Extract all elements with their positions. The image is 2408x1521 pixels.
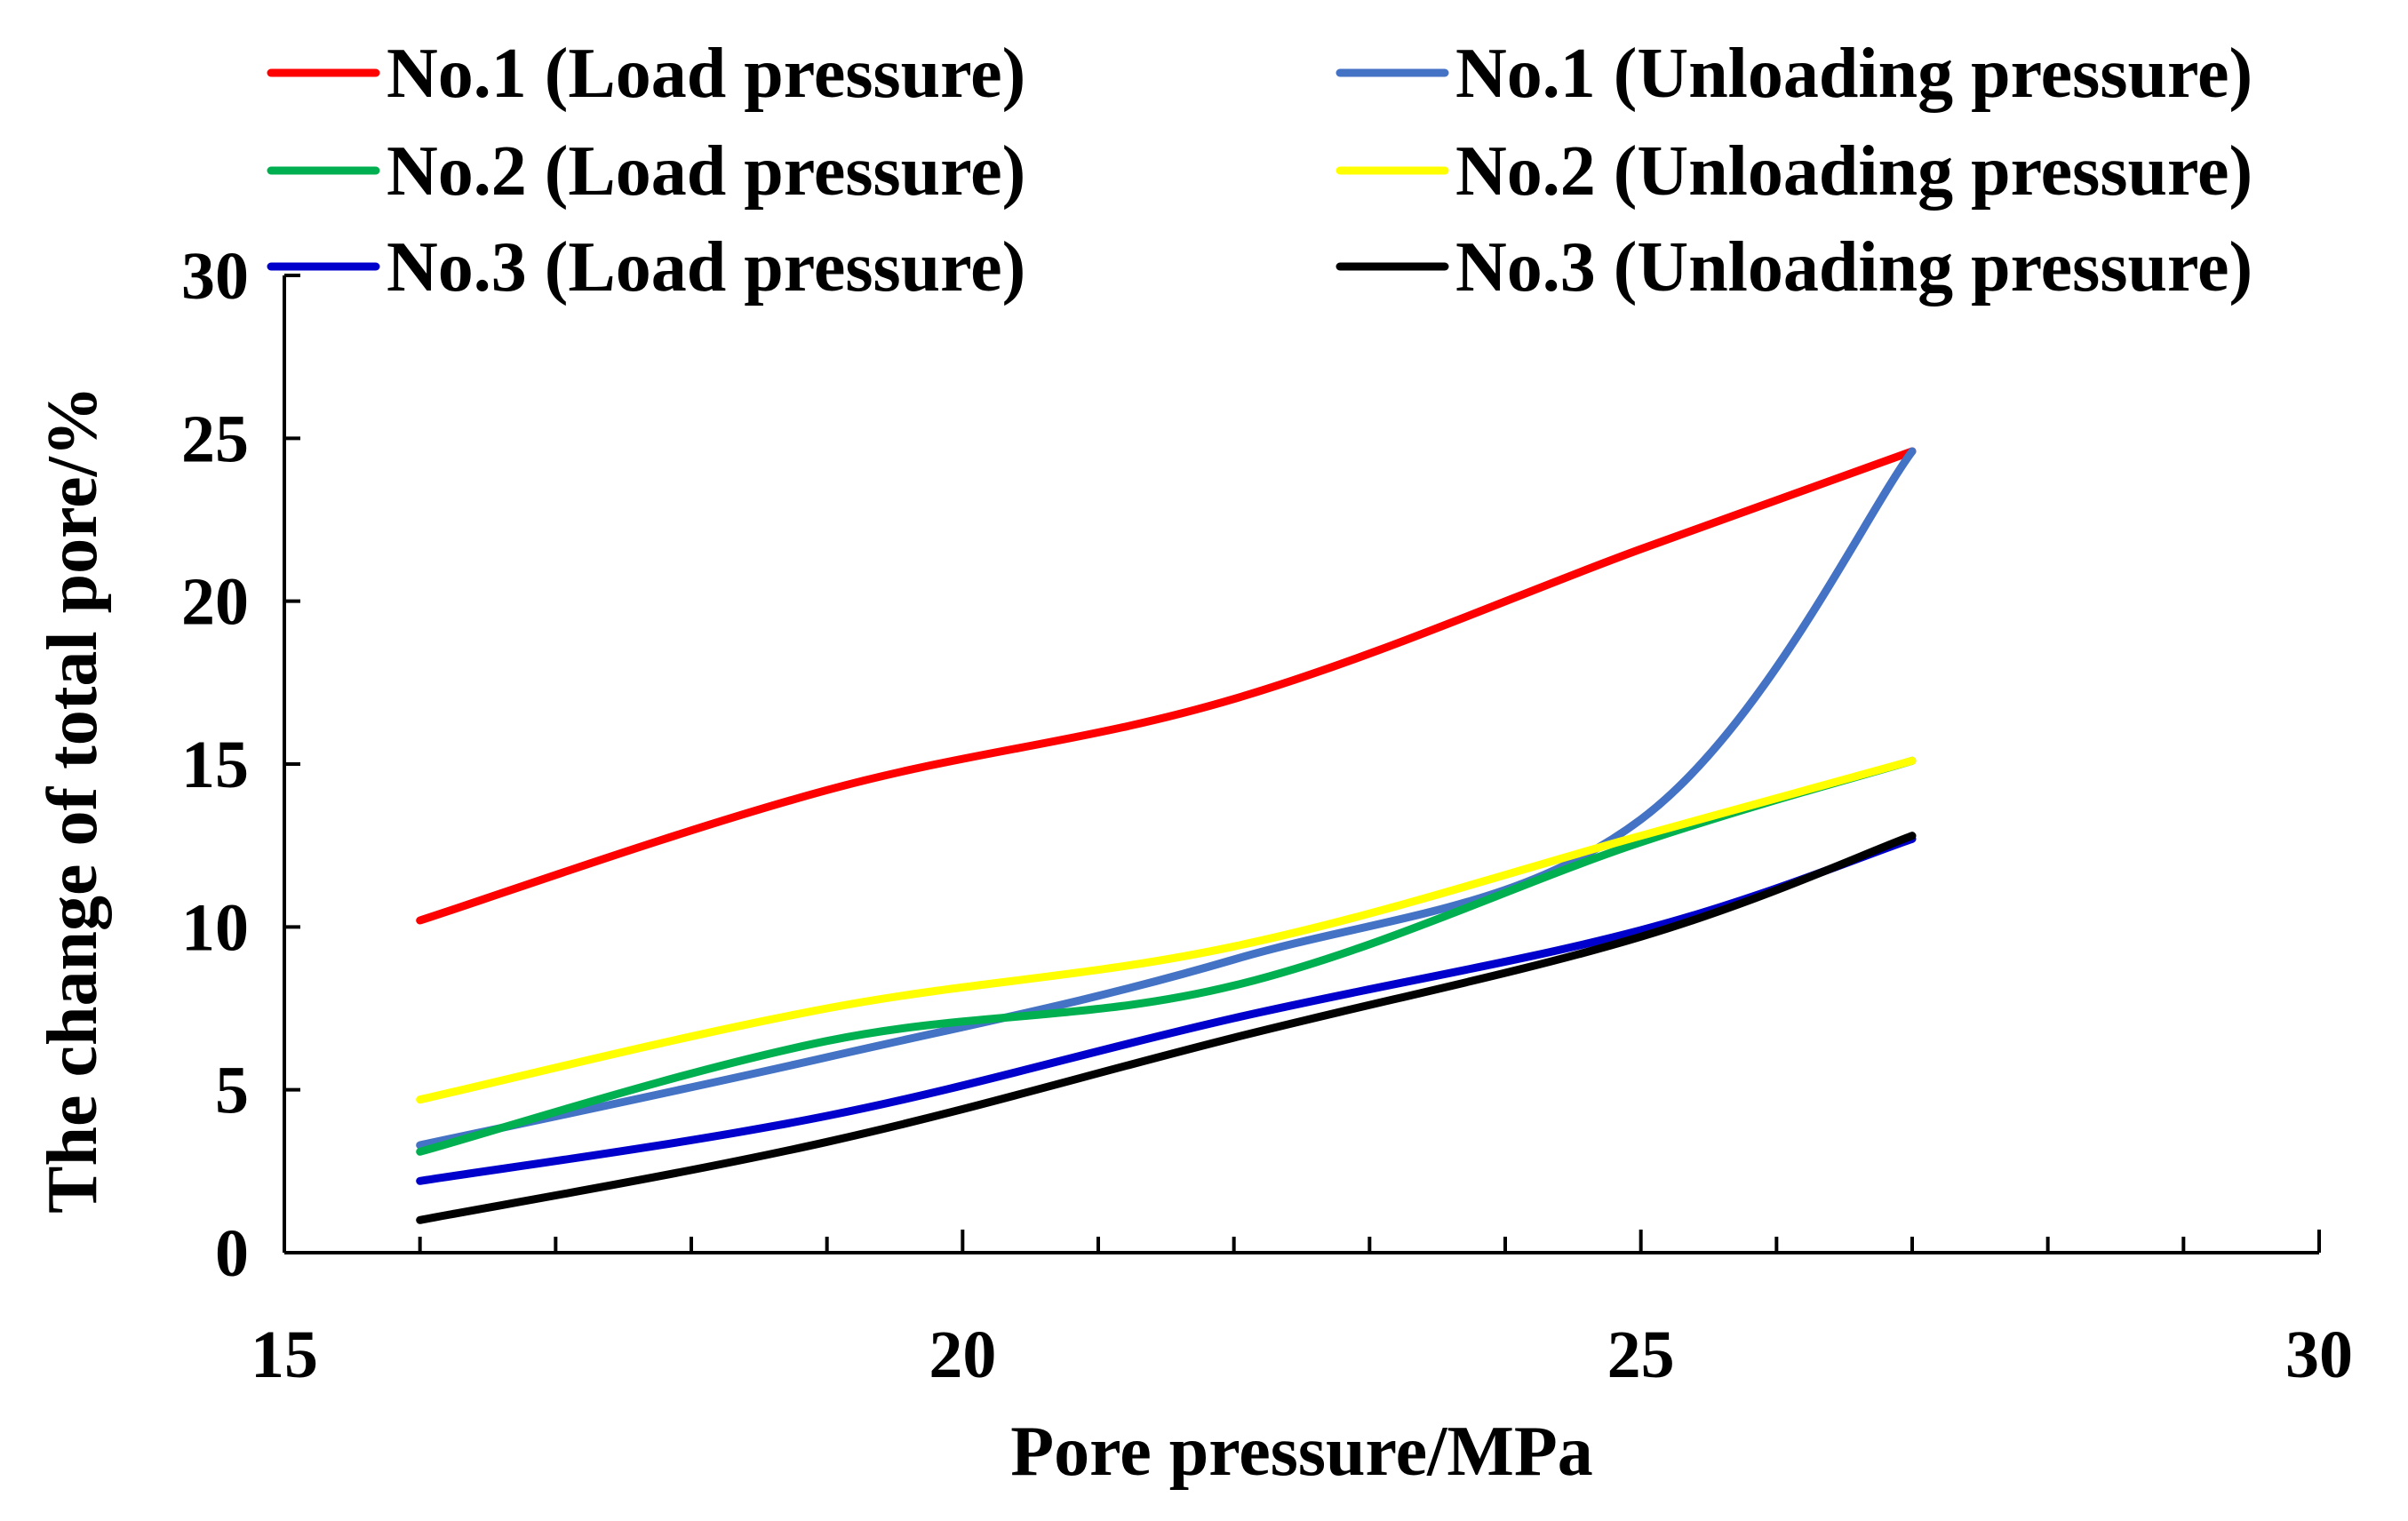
y-tick-label: 15: [181, 728, 249, 802]
legend: No.1 (Load pressure) No.1 (Unloading pres…: [267, 35, 2253, 307]
legend-label: No.3 (Load pressure): [387, 228, 1025, 307]
x-tick-label: 30: [2285, 1318, 2353, 1392]
legend-label: No.3 (Unloading pressure): [1455, 228, 2253, 307]
legend-item: No.2 (Unloading pressure): [1336, 132, 2253, 211]
x-tick-label: 25: [1607, 1318, 1675, 1392]
series-lines: [416, 447, 1917, 1224]
legend-label: No.2 (Unloading pressure): [1455, 132, 2253, 211]
legend-label: No.1 (Load pressure): [387, 35, 1025, 113]
y-tick-label: 10: [181, 890, 249, 965]
legend-item: No.3 (Load pressure): [267, 228, 1025, 307]
tick-marks: [283, 274, 2321, 1254]
series-line-4: [416, 756, 1917, 1104]
legend-item: No.1 (Unloading pressure): [1336, 35, 2253, 113]
series-line-2: [416, 447, 1917, 1150]
legend-item: No.1 (Load pressure): [267, 35, 1025, 113]
y-axis-title: The change of total pore/%: [34, 386, 112, 1214]
x-tick-label: 15: [251, 1318, 318, 1392]
legend-item: No.2 (Load pressure): [267, 132, 1025, 211]
x-tick-label: 20: [929, 1318, 996, 1392]
series-line-1: [416, 447, 1917, 925]
legend-label: No.2 (Load pressure): [387, 132, 1025, 211]
legend-item: No.3 (Unloading pressure): [1336, 228, 2253, 307]
legend-label: No.1 (Unloading pressure): [1455, 35, 2253, 113]
y-tick-label: 25: [181, 402, 249, 476]
tick-labels: 0 5 10 15 20 25 30 15 20 25 30: [181, 239, 2353, 1392]
y-tick-label: 30: [181, 239, 249, 314]
x-axis-title: Pore pressure/MPa: [1010, 1413, 1592, 1491]
y-tick-label: 5: [215, 1054, 249, 1128]
series-line-6: [416, 832, 1917, 1224]
series-line-5: [416, 834, 1917, 1185]
y-tick-label: 20: [181, 565, 249, 640]
y-tick-label: 0: [215, 1216, 249, 1291]
